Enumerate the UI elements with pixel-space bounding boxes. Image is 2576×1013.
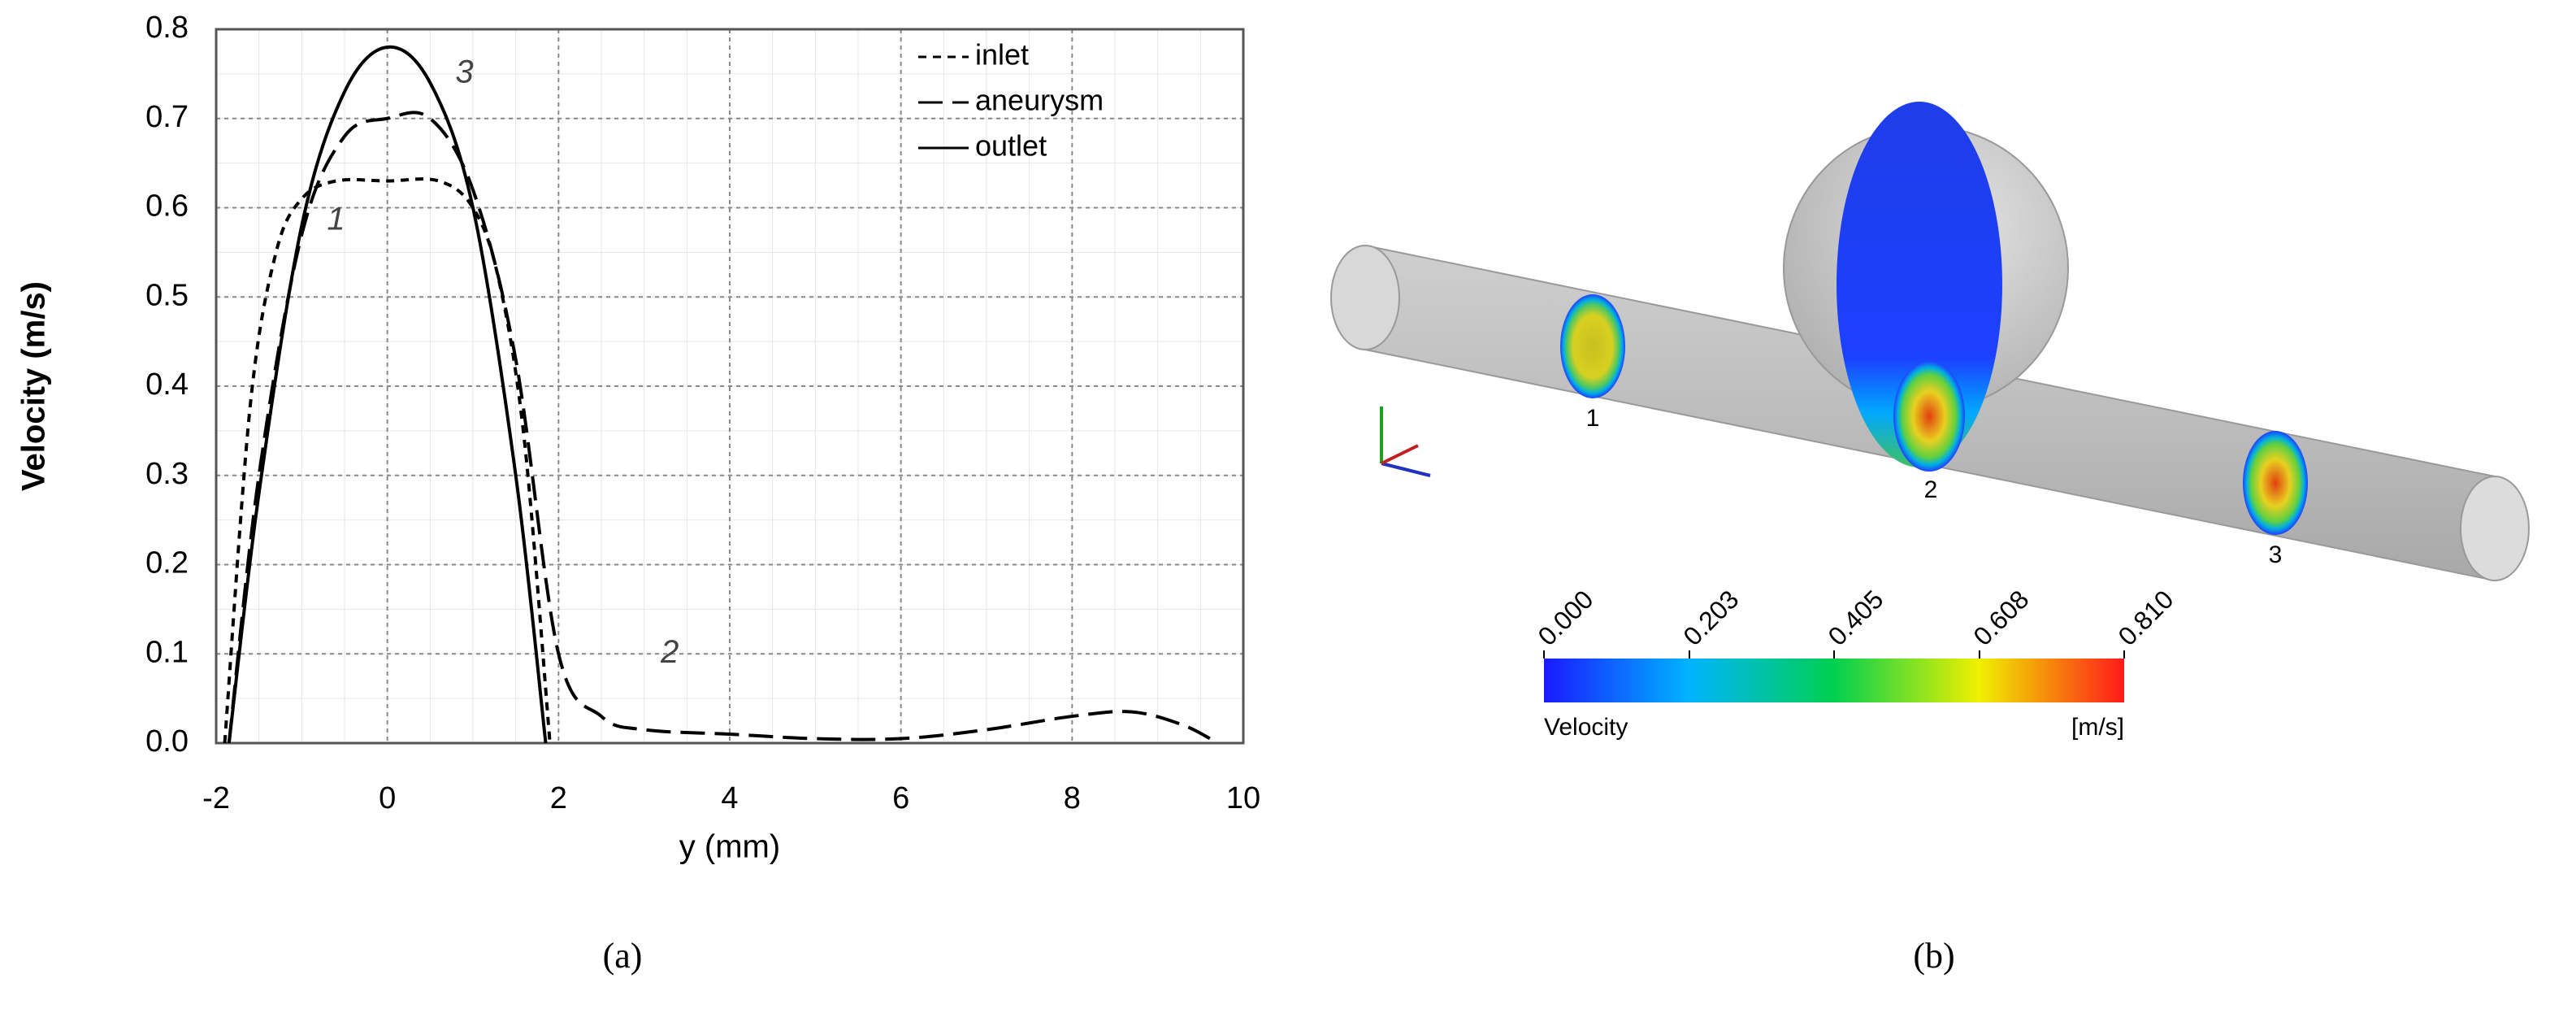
section-1 xyxy=(1560,294,1625,398)
x-tick-label: 2 xyxy=(550,781,567,815)
colorbar xyxy=(1544,659,2124,702)
x-tick-label: 0 xyxy=(379,781,396,815)
section-aneurysm xyxy=(1837,102,2002,467)
annotation: 2 xyxy=(660,634,679,670)
y-tick-label: 0.8 xyxy=(145,11,189,45)
tube-end xyxy=(2460,476,2530,581)
section-label: 3 xyxy=(2269,541,2283,568)
x-tick-label: 8 xyxy=(1064,781,1081,815)
y-tick-label: 0.2 xyxy=(145,546,189,580)
x-tick-label: -2 xyxy=(202,781,230,815)
colorbar-title: Velocity xyxy=(1544,714,1628,741)
y-tick-label: 0.5 xyxy=(145,278,189,312)
y-tick-label: 0.3 xyxy=(145,457,189,491)
y-tick-label: 0.4 xyxy=(145,367,189,402)
section-label: 1 xyxy=(1586,405,1600,432)
annotation: 3 xyxy=(455,54,473,89)
panel-caption: (a) xyxy=(603,936,643,976)
panel-caption: (b) xyxy=(1913,936,1954,976)
x-axis-title: y (mm) xyxy=(679,829,780,865)
data-line xyxy=(227,111,1219,745)
vessel-render xyxy=(1330,102,2530,702)
colorbar-unit: [m/s] xyxy=(2071,714,2124,741)
x-tick-label: 6 xyxy=(892,781,909,815)
colorbar-tick-label: 0.810 xyxy=(2112,585,2179,651)
data-line xyxy=(227,45,548,744)
legend-label: outlet xyxy=(975,129,1047,163)
x-tick-label: 10 xyxy=(1226,781,1260,815)
colorbar-tick-label: 0.000 xyxy=(1532,585,1598,651)
y-tick-label: 0.0 xyxy=(145,724,189,759)
plot-frame xyxy=(215,28,1245,745)
section-label: 2 xyxy=(1924,476,1938,503)
legend-label: aneurysm xyxy=(975,84,1104,117)
section-3 xyxy=(2243,431,2308,535)
x-tick-label: 4 xyxy=(721,781,738,815)
section-2 xyxy=(1893,361,1965,472)
colorbar-tick-label: 0.608 xyxy=(1967,585,2034,651)
legend-label: inlet xyxy=(975,38,1029,72)
y-tick-label: 0.7 xyxy=(145,100,189,134)
colorbar-tick-label: 0.203 xyxy=(1677,585,1744,651)
data-line xyxy=(223,177,552,744)
y-axis-title: Velocity (m/s) xyxy=(16,281,52,491)
y-tick-label: 0.1 xyxy=(145,635,189,669)
colorbar-tick-label: 0.405 xyxy=(1822,585,1889,651)
y-tick-label: 0.6 xyxy=(145,189,189,224)
annotation: 1 xyxy=(327,202,345,237)
axis-triad xyxy=(1381,444,1419,465)
tube-end xyxy=(1330,245,1400,350)
axis-triad xyxy=(1381,462,1431,477)
